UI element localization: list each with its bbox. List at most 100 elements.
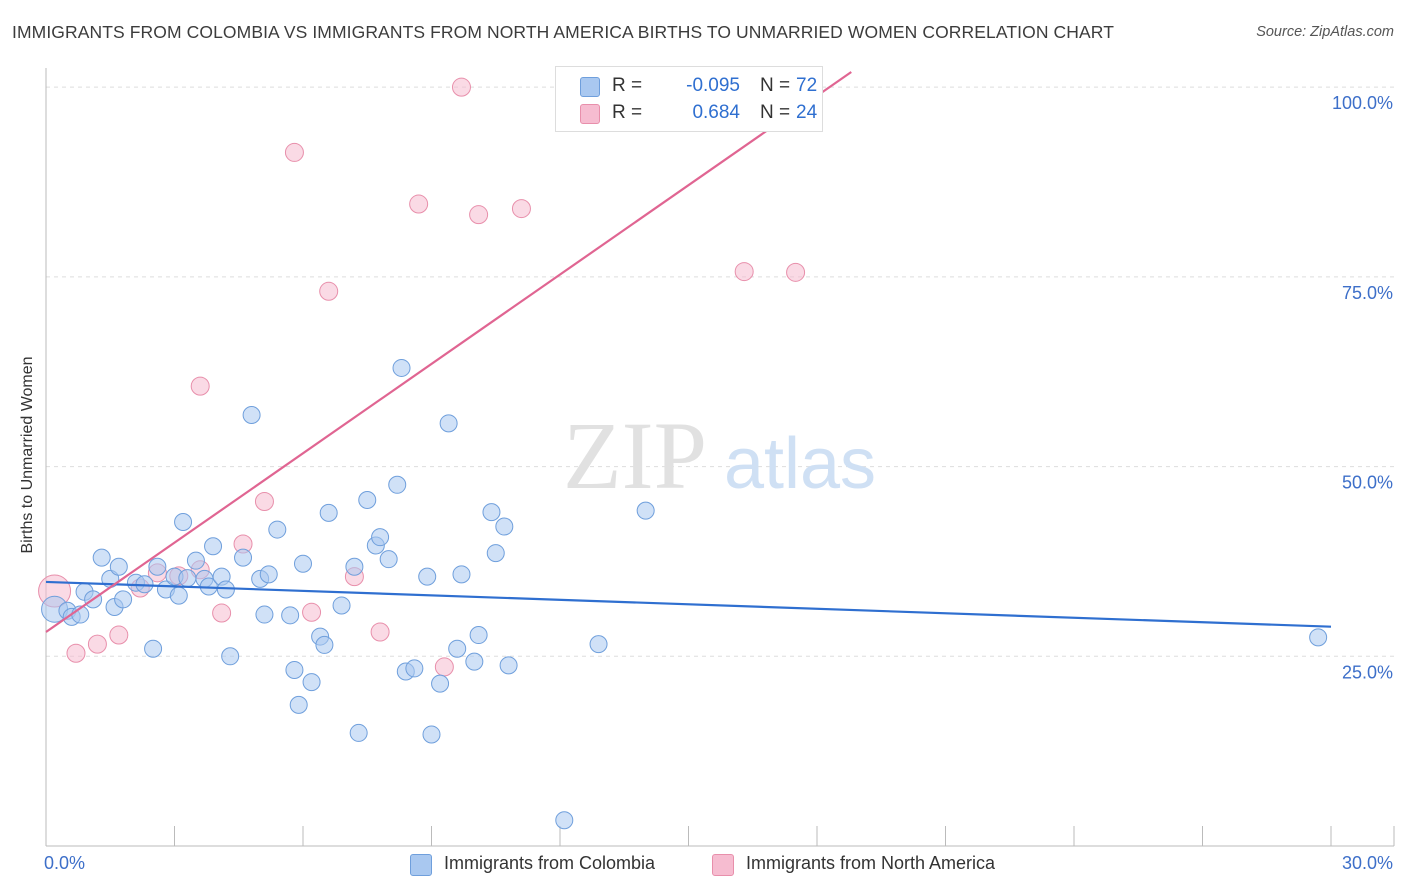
north-america-point xyxy=(786,262,806,282)
colombia-point xyxy=(294,554,312,573)
bottom-legend-swatch-north-america xyxy=(712,854,734,876)
y-tick-label: 100.0% xyxy=(1332,93,1393,113)
colombia-point xyxy=(439,414,458,433)
colombia-trend-line xyxy=(45,580,1332,628)
legend-r-value-north-america: 0.684 xyxy=(692,102,740,123)
source-label: Source: ZipAtlas.com xyxy=(1256,24,1394,40)
legend-swatch-colombia xyxy=(580,77,600,97)
colombia-point xyxy=(178,569,197,588)
colombia-point xyxy=(379,550,398,569)
north-america-point xyxy=(319,281,339,301)
colombia-point xyxy=(589,635,608,654)
north-america-point xyxy=(409,194,429,214)
colombia-point xyxy=(448,639,467,658)
colombia-point xyxy=(465,652,484,671)
colombia-point xyxy=(636,501,655,520)
north-america-point xyxy=(511,199,531,219)
watermark-atlas: atlas xyxy=(724,424,876,504)
correlation-legend: R = -0.095 N = 72 R = 0.684 N = 24 xyxy=(555,66,823,132)
colombia-point xyxy=(392,358,411,377)
colombia-point xyxy=(422,725,441,744)
colombia-point xyxy=(259,565,278,584)
north-america-point xyxy=(302,602,322,622)
north-america-point xyxy=(87,634,107,654)
north-america-point xyxy=(190,376,210,396)
north-america-trend-line xyxy=(45,71,852,633)
colombia-point xyxy=(431,674,450,693)
colombia-point xyxy=(371,528,390,547)
colombia-point xyxy=(495,517,514,536)
colombia-point xyxy=(1309,628,1328,647)
colombia-point xyxy=(281,606,300,625)
x-tick-label-max: 30.0% xyxy=(1342,853,1393,873)
colombia-point xyxy=(388,475,407,494)
bottom-legend-label-colombia: Immigrants from Colombia xyxy=(444,853,656,873)
legend-r-value-colombia: -0.095 xyxy=(686,75,740,96)
colombia-point xyxy=(234,548,253,567)
colombia-point xyxy=(482,503,501,522)
series-colombia-points xyxy=(41,358,1328,830)
bottom-legend-swatch-colombia xyxy=(410,854,432,876)
colombia-point xyxy=(499,656,518,675)
legend-r-label: R = xyxy=(612,75,643,96)
north-america-point xyxy=(254,491,274,511)
watermark-zip: ZIP xyxy=(563,402,707,509)
colombia-point xyxy=(349,723,368,742)
north-america-point xyxy=(434,657,454,677)
colombia-point xyxy=(358,490,377,509)
colombia-point xyxy=(302,673,321,692)
colombia-point xyxy=(486,544,505,563)
trend-lines xyxy=(45,71,1332,633)
north-america-point xyxy=(370,622,390,642)
bottom-legend-label-north-america: Immigrants from North America xyxy=(746,853,996,873)
north-america-point xyxy=(284,142,304,162)
legend-r-label: R = xyxy=(612,102,643,123)
colombia-point xyxy=(169,586,188,605)
colombia-point xyxy=(332,596,351,615)
colombia-point xyxy=(255,605,274,624)
colombia-point xyxy=(315,635,334,654)
colombia-point xyxy=(92,548,111,567)
colombia-point xyxy=(216,580,235,599)
legend-n-label: N = xyxy=(760,75,791,96)
colombia-point xyxy=(405,659,424,678)
colombia-point xyxy=(242,405,261,424)
x-tick-label-min: 0.0% xyxy=(44,853,85,873)
tick-labels: 25.0% 50.0% 75.0% 100.0% 0.0% 30.0% xyxy=(44,93,1393,873)
y-tick-label: 25.0% xyxy=(1342,662,1393,682)
north-america-point xyxy=(469,205,489,225)
watermark: ZIP atlas xyxy=(563,402,876,509)
colombia-point xyxy=(469,626,488,645)
chart-title: IMMIGRANTS FROM COLOMBIA VS IMMIGRANTS F… xyxy=(12,22,1114,42)
colombia-point xyxy=(186,551,205,570)
colombia-point xyxy=(285,660,304,679)
north-america-point xyxy=(212,603,232,623)
colombia-point xyxy=(174,512,193,531)
colombia-point xyxy=(345,557,364,576)
colombia-point xyxy=(204,537,223,556)
colombia-point xyxy=(148,557,167,576)
colombia-point xyxy=(319,503,338,522)
colombia-point xyxy=(144,639,163,658)
colombia-point xyxy=(221,647,240,666)
colombia-point xyxy=(109,557,128,576)
colombia-point xyxy=(452,565,471,584)
colombia-point xyxy=(268,520,287,539)
colombia-point xyxy=(418,567,437,586)
colombia-point xyxy=(555,811,574,830)
north-america-point xyxy=(734,262,754,282)
north-america-point xyxy=(451,77,471,97)
north-america-point xyxy=(109,625,129,645)
y-tick-label: 75.0% xyxy=(1342,283,1393,303)
legend-n-value-north-america: 24 xyxy=(796,102,818,123)
grid xyxy=(46,86,1394,657)
legend-n-label: N = xyxy=(760,102,791,123)
colombia-point xyxy=(289,695,308,714)
colombia-point xyxy=(114,590,133,609)
axes xyxy=(45,68,1395,847)
legend-n-value-colombia: 72 xyxy=(796,75,818,96)
north-america-point xyxy=(66,643,86,663)
y-tick-label: 50.0% xyxy=(1342,473,1393,493)
legend-swatch-north-america xyxy=(580,104,600,124)
